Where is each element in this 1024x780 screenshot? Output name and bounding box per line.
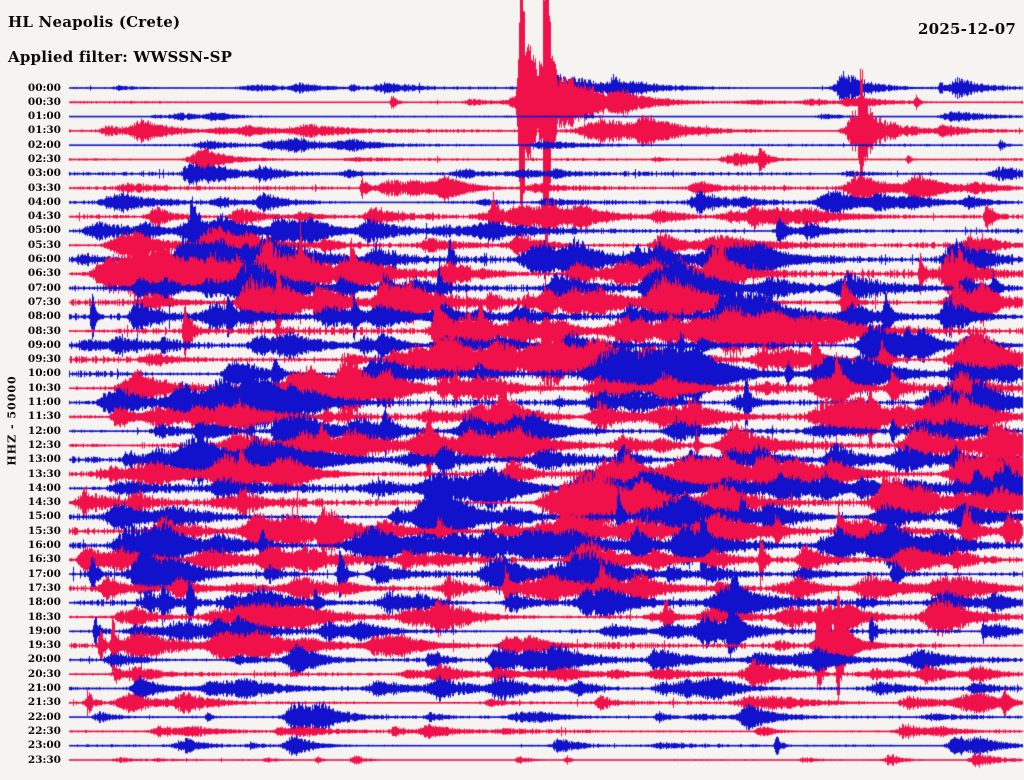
trace-time-label: 19:30 — [27, 639, 61, 652]
trace-time-label: 10:30 — [27, 381, 61, 394]
trace-time-label: 18:30 — [27, 610, 61, 623]
trace-time-label: 12:00 — [27, 424, 61, 437]
trace-time-label: 09:30 — [27, 353, 61, 366]
trace-time-label: 13:00 — [27, 453, 61, 466]
trace-time-label: 15:30 — [27, 524, 61, 537]
date-label: 2025-12-07 — [918, 20, 1016, 38]
trace-time-label: 06:00 — [27, 253, 61, 266]
trace-time-label: 12:30 — [27, 438, 61, 451]
trace-time-label: 19:00 — [27, 624, 61, 637]
trace-time-label: 18:00 — [27, 596, 61, 609]
trace-time-label: 01:00 — [27, 110, 61, 123]
trace-time-label: 16:30 — [27, 553, 61, 566]
trace-time-label: 14:30 — [27, 496, 61, 509]
trace-time-label: 10:00 — [27, 367, 61, 380]
trace-time-label: 07:30 — [27, 295, 61, 308]
trace-time-label: 23:00 — [27, 739, 61, 752]
trace-time-label: 09:00 — [27, 338, 61, 351]
trace-time-label: 08:00 — [27, 310, 61, 323]
trace-time-label: 03:30 — [27, 181, 61, 194]
trace-time-label: 06:30 — [27, 267, 61, 280]
trace-time-label: 01:30 — [27, 124, 61, 137]
trace-time-label: 21:00 — [27, 682, 61, 695]
trace-time-label: 15:00 — [27, 510, 61, 523]
trace-time-label: 11:30 — [27, 410, 61, 423]
trace-time-label: 20:30 — [27, 667, 61, 680]
trace-time-label: 05:00 — [27, 224, 61, 237]
trace-time-label: 17:00 — [27, 567, 61, 580]
trace-time-label: 21:30 — [27, 696, 61, 709]
trace-time-label: 04:30 — [27, 210, 61, 223]
trace-time-label: 03:00 — [27, 167, 61, 180]
trace-time-label: 02:30 — [27, 152, 61, 165]
trace-time-label: 23:30 — [27, 753, 61, 766]
trace-time-label: 13:30 — [27, 467, 61, 480]
trace-time-label: 07:00 — [27, 281, 61, 294]
trace-time-label: 11:00 — [27, 396, 61, 409]
trace-time-label: 00:30 — [27, 95, 61, 108]
station-title: HL Neapolis (Crete) — [8, 13, 181, 31]
trace-time-label: 16:00 — [27, 539, 61, 552]
trace-time-label: 02:00 — [27, 138, 61, 151]
trace-time-label: 05:30 — [27, 238, 61, 251]
trace-time-label: 00:00 — [27, 81, 61, 94]
trace-time-label: 04:00 — [27, 195, 61, 208]
trace-time-label: 08:30 — [27, 324, 61, 337]
applied-filter-label: Applied filter: WWSSN-SP — [8, 48, 233, 66]
trace-time-label: 20:00 — [27, 653, 61, 666]
trace-time-label: 22:30 — [27, 724, 61, 737]
trace-time-label: 22:00 — [27, 710, 61, 723]
trace-time-label: 14:00 — [27, 481, 61, 494]
trace-time-label: 17:30 — [27, 581, 61, 594]
